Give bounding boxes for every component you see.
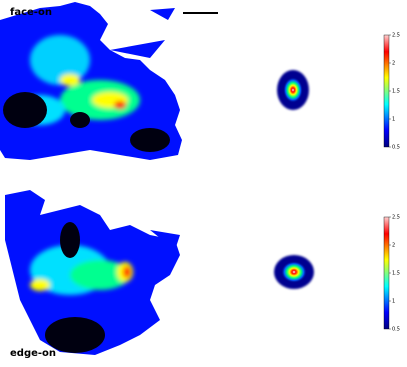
colorbar-tick-label: 0.5: [392, 145, 400, 151]
panel-label: edge-on: [10, 348, 56, 359]
edge-on-map: [5, 190, 180, 355]
colorbar-tick-label: 1: [392, 117, 395, 123]
edge-on-small-map: [274, 255, 314, 289]
colorbar: [383, 216, 390, 330]
colorbar: [383, 34, 390, 148]
colorbar-tick-label: 1: [392, 299, 395, 305]
colorbar-tick-label: 2: [392, 243, 395, 249]
colorbar-tick-label: 0.5: [392, 327, 400, 333]
colorbar-tick-label: 2: [392, 61, 395, 67]
colorbar-tick-label: 2.5: [392, 215, 400, 221]
colorbar-tick-label: 1.5: [392, 89, 400, 95]
colorbar-tick-label: 1.5: [392, 271, 400, 277]
face-on-small-map: [277, 70, 309, 110]
face-on-map: [0, 2, 182, 160]
colorbar-tick-label: 2.5: [392, 33, 400, 39]
panel-label: face-on: [10, 7, 52, 18]
